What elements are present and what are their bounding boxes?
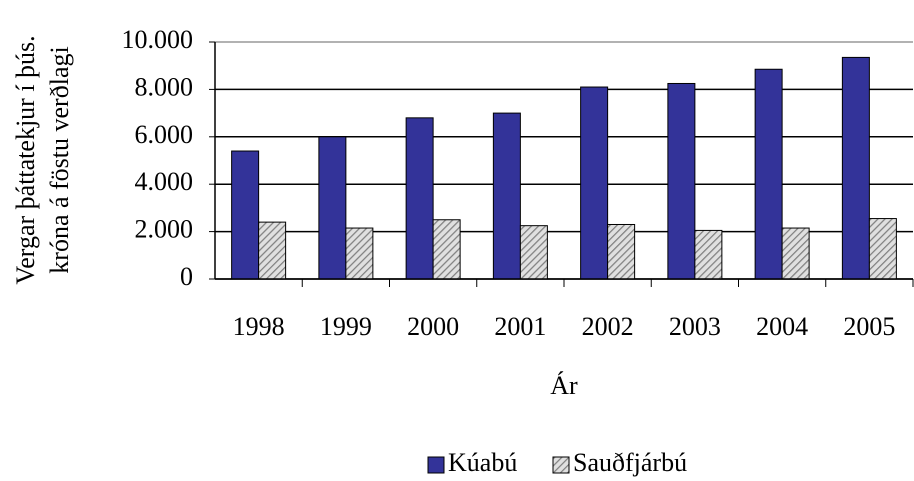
bar bbox=[667, 82, 696, 280]
legend-swatch bbox=[427, 456, 445, 474]
legend-label: Kúabú bbox=[448, 448, 517, 477]
bar bbox=[580, 86, 609, 280]
x-tick-label: 2001 bbox=[494, 312, 546, 341]
y-tick-label: 0 bbox=[180, 262, 193, 291]
bar bbox=[405, 117, 434, 280]
bar bbox=[694, 229, 723, 280]
x-tick-label: 1999 bbox=[320, 312, 372, 341]
bar bbox=[781, 227, 810, 280]
bar bbox=[754, 68, 783, 280]
y-tick-label: 10.000 bbox=[122, 25, 194, 54]
x-tick-label: 2004 bbox=[756, 312, 808, 341]
x-tick-label: 1998 bbox=[233, 312, 285, 341]
bar bbox=[492, 112, 521, 280]
bar bbox=[607, 223, 636, 280]
x-tick-label: 2003 bbox=[669, 312, 721, 341]
bar bbox=[231, 150, 260, 280]
legend-swatch bbox=[552, 456, 570, 474]
y-tick-label: 2.000 bbox=[135, 215, 194, 244]
legend-label: Sauðfjárbú bbox=[573, 448, 687, 477]
x-tick-label: 2005 bbox=[843, 312, 895, 341]
bar bbox=[519, 225, 548, 280]
y-tick-label: 6.000 bbox=[135, 120, 194, 149]
bar bbox=[432, 219, 461, 280]
bar bbox=[868, 218, 897, 280]
x-tick-label: 2000 bbox=[407, 312, 459, 341]
x-tick-label: 2002 bbox=[582, 312, 634, 341]
bar bbox=[258, 221, 287, 280]
y-tick-label: 8.000 bbox=[135, 72, 194, 101]
bar bbox=[318, 136, 347, 280]
y-axis-label: Vergar þáttatekjur í þús. bbox=[11, 35, 40, 284]
y-axis-label: króna á föstu verðlagi bbox=[45, 46, 74, 273]
bar bbox=[345, 227, 374, 280]
y-tick-label: 4.000 bbox=[135, 167, 194, 196]
bar bbox=[841, 56, 870, 280]
x-axis-label: Ár bbox=[550, 371, 578, 400]
